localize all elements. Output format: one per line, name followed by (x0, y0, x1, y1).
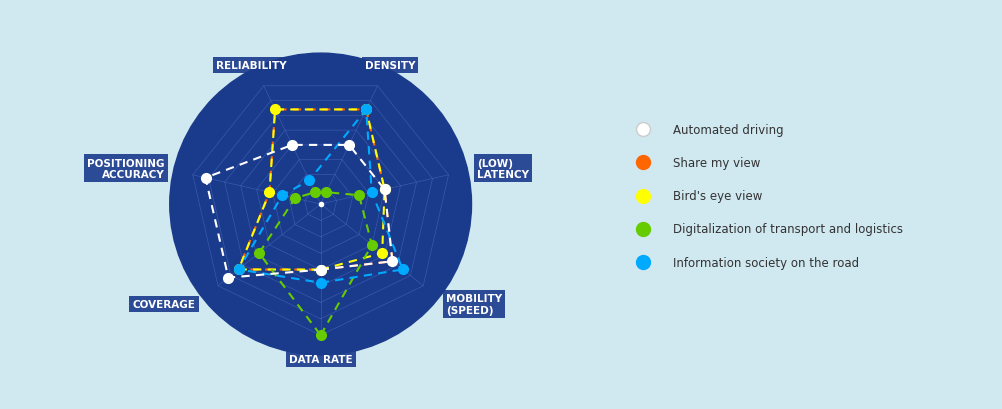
Text: Bird's eye view: Bird's eye view (673, 190, 763, 202)
Text: DATA RATE: DATA RATE (289, 354, 353, 364)
Text: RELIABILITY: RELIABILITY (215, 61, 287, 71)
Text: Digitalization of transport and logistics: Digitalization of transport and logistic… (673, 223, 903, 236)
Text: (LOW)
LATENCY: (LOW) LATENCY (477, 158, 529, 180)
Text: POSITIONING
ACCURACY: POSITIONING ACCURACY (87, 158, 164, 180)
Text: Automated driving: Automated driving (673, 124, 784, 136)
Text: MOBILITY
(SPEED): MOBILITY (SPEED) (446, 293, 502, 315)
Text: DENSITY: DENSITY (365, 61, 416, 71)
Text: Share my view: Share my view (673, 157, 761, 169)
Text: Information society on the road: Information society on the road (673, 256, 860, 269)
Circle shape (169, 54, 472, 355)
Text: COVERAGE: COVERAGE (132, 299, 195, 309)
